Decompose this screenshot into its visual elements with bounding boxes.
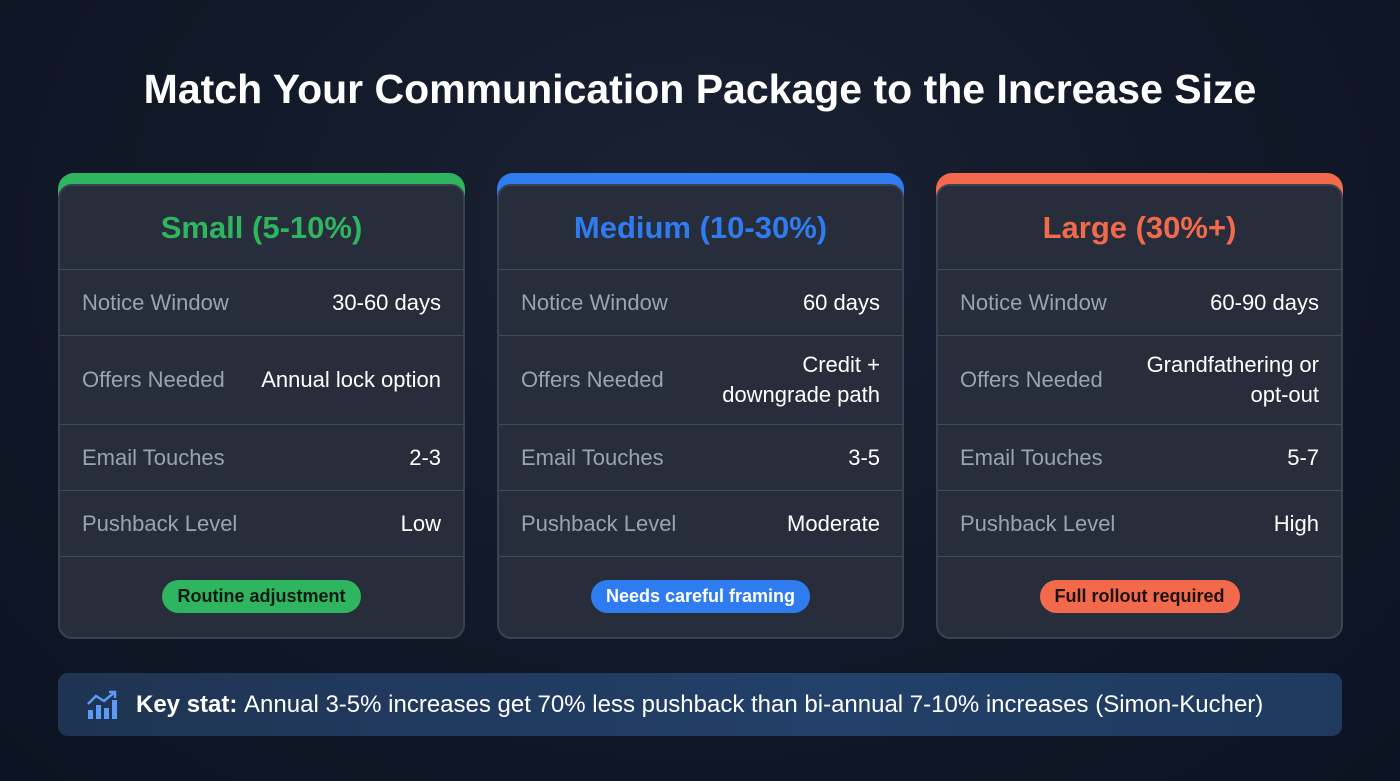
row-value: Moderate bbox=[787, 510, 880, 536]
key-stat-label: Key stat: bbox=[136, 690, 238, 718]
table-row: Offers Needed Credit + downgrade path bbox=[499, 336, 902, 425]
table-row: Offers Needed Grandfathering or opt-out bbox=[938, 336, 1341, 425]
row-label: Notice Window bbox=[82, 289, 229, 315]
tier-badge: Needs careful framing bbox=[590, 580, 811, 613]
tier-card: Large (30%+) Notice Window 60-90 days Of… bbox=[936, 173, 1343, 639]
row-value: Grandfathering or opt-out bbox=[1146, 352, 1319, 407]
table-row: Notice Window 60 days bbox=[499, 270, 902, 336]
row-label: Offers Needed bbox=[960, 367, 1103, 392]
row-value: High bbox=[1273, 510, 1319, 536]
row-value: 30-60 days bbox=[332, 289, 441, 315]
row-label: Notice Window bbox=[960, 289, 1107, 315]
tier-card: Medium (10-30%) Notice Window 60 days Of… bbox=[497, 173, 904, 639]
table-row: Notice Window 60-90 days bbox=[938, 270, 1341, 336]
table-row: Offers Needed Annual lock option bbox=[60, 336, 463, 425]
row-value: 60-90 days bbox=[1210, 289, 1319, 315]
chart-trend-icon bbox=[87, 690, 117, 719]
table-row: Email Touches 2-3 bbox=[60, 425, 463, 491]
row-label: Email Touches bbox=[521, 444, 664, 470]
table-row: Email Touches 5-7 bbox=[938, 425, 1341, 491]
table-row: Notice Window 30-60 days bbox=[60, 270, 463, 336]
tier-badge: Full rollout required bbox=[1039, 580, 1240, 613]
card-heading: Large (30%+) bbox=[938, 186, 1341, 270]
row-label: Offers Needed bbox=[82, 367, 225, 392]
row-label: Email Touches bbox=[960, 444, 1103, 470]
table-row: Email Touches 3-5 bbox=[499, 425, 902, 491]
row-label: Pushback Level bbox=[960, 510, 1116, 536]
tier-card: Small (5-10%) Notice Window 30-60 days O… bbox=[58, 173, 465, 639]
row-label: Notice Window bbox=[521, 289, 668, 315]
row-value: 2-3 bbox=[409, 444, 441, 470]
row-value: Credit + downgrade path bbox=[722, 352, 880, 407]
card-heading: Small (5-10%) bbox=[60, 186, 463, 270]
table-row: Pushback Level High bbox=[938, 491, 1341, 557]
row-label: Email Touches bbox=[82, 444, 225, 470]
row-label: Pushback Level bbox=[82, 510, 238, 536]
card-heading: Medium (10-30%) bbox=[499, 186, 902, 270]
row-label: Offers Needed bbox=[521, 367, 664, 392]
table-row: Pushback Level Moderate bbox=[499, 491, 902, 557]
page-title: Match Your Communication Package to the … bbox=[143, 66, 1257, 112]
row-value: 60 days bbox=[802, 289, 880, 315]
table-row: Pushback Level Low bbox=[60, 491, 463, 557]
key-stat-text: Annual 3-5% increases get 70% less pushb… bbox=[244, 690, 1264, 718]
row-value: Low bbox=[400, 510, 441, 536]
row-value: 5-7 bbox=[1287, 444, 1319, 470]
key-stat-banner: Key stat: Annual 3-5% increases get 70% … bbox=[58, 673, 1342, 736]
row-value: 3-5 bbox=[848, 444, 880, 470]
tier-badge: Routine adjustment bbox=[162, 580, 361, 613]
row-value: Annual lock option bbox=[261, 367, 441, 392]
row-label: Pushback Level bbox=[521, 510, 677, 536]
